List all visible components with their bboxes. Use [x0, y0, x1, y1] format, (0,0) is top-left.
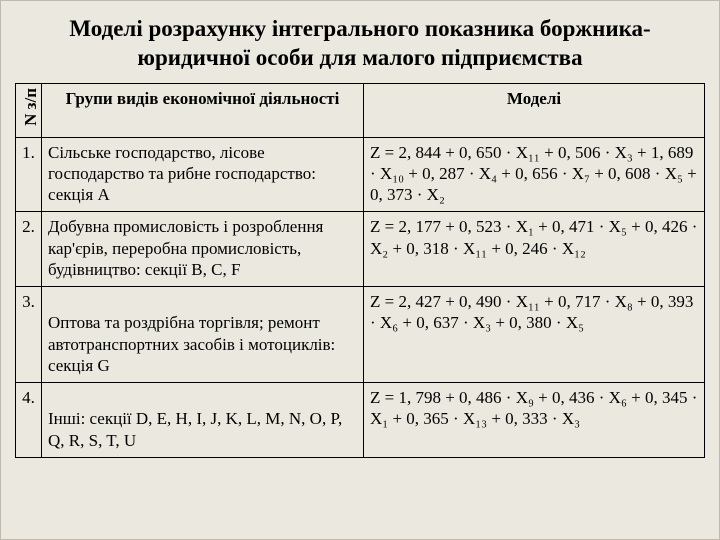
cell-model: Z = 2, 844 + 0, 650 · X₁₁ + 0, 506 · X₃ … — [364, 137, 705, 212]
table-row: 3. Оптова та роздрібна торгівля; ремонт … — [16, 287, 705, 383]
col-header-model: Моделі — [364, 83, 705, 137]
page-title: Моделі розрахунку інтегрального показник… — [17, 15, 703, 73]
cell-num: 3. — [16, 287, 42, 383]
table-header-row: N з/п Групи видів економічної діяльності… — [16, 83, 705, 137]
cell-num: 4. — [16, 383, 42, 458]
cell-group: Сільське господарство, лісове господарст… — [42, 137, 364, 212]
title-line-1: Моделі розрахунку інтегрального показник… — [69, 16, 650, 41]
cell-model: Z = 2, 427 + 0, 490 · X₁₁ + 0, 717 · X₈ … — [364, 287, 705, 383]
cell-model: Z = 2, 177 + 0, 523 · X₁ + 0, 471 · X₅ +… — [364, 212, 705, 287]
table-row: 1. Сільське господарство, лісове господа… — [16, 137, 705, 212]
cell-num: 1. — [16, 137, 42, 212]
table-row: 4. Інші: секції D, E, H, I, J, K, L, M, … — [16, 383, 705, 458]
col-header-num: N з/п — [16, 83, 42, 137]
cell-num: 2. — [16, 212, 42, 287]
table-row: 2. Добувна промисловість і розроблення к… — [16, 212, 705, 287]
cell-group: Добувна промисловість і розроблення кар'… — [42, 212, 364, 287]
cell-group: Інші: секції D, E, H, I, J, K, L, M, N, … — [42, 383, 364, 458]
title-line-2: юридичної особи для малого підприємства — [137, 45, 582, 70]
col-header-group: Групи видів економічної діяльності — [42, 83, 364, 137]
models-table: N з/п Групи видів економічної діяльності… — [15, 83, 705, 458]
cell-model: Z = 1, 798 + 0, 486 · X₉ + 0, 436 · X₆ +… — [364, 383, 705, 458]
cell-group: Оптова та роздрібна торгівля; ремонт авт… — [42, 287, 364, 383]
